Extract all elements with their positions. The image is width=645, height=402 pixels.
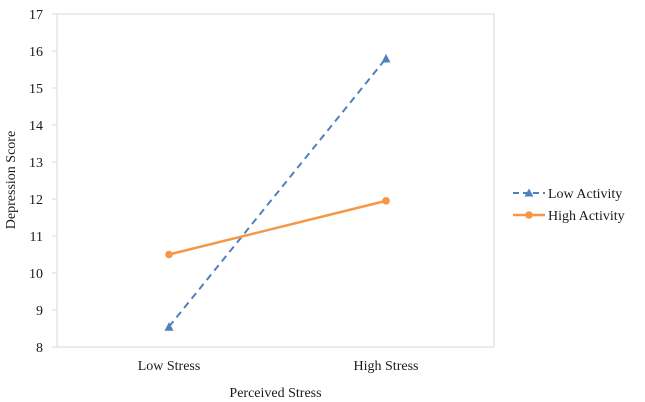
legend-label-low-activity: Low Activity: [548, 187, 622, 202]
series-layer: [164, 53, 391, 331]
x-axis-title: Perceived Stress: [229, 386, 321, 401]
legend-item-low-activity: Low Activity: [513, 187, 622, 202]
y-tick-label: 13: [29, 156, 43, 171]
y-tick-label: 17: [29, 8, 43, 23]
x-axis-ticks: Low Stress High Stress: [138, 359, 419, 374]
legend-marker-high-activity: [525, 211, 533, 219]
y-tick-label: 9: [36, 304, 43, 319]
y-tick-label: 14: [29, 119, 43, 134]
y-tick-label: 11: [30, 230, 43, 245]
legend-item-high-activity: High Activity: [513, 209, 625, 224]
legend-marker-low-activity: [524, 188, 534, 197]
y-tick-label: 12: [29, 193, 43, 208]
y-tick-label: 15: [29, 82, 43, 97]
series-line-low-activity: [168, 57, 387, 328]
data-point-high-activity: [165, 250, 173, 259]
data-point-low-activity: [164, 322, 174, 331]
y-tick-label: 10: [29, 267, 43, 282]
series-line-high-activity: [168, 199, 387, 256]
x-tick-label: Low Stress: [138, 359, 201, 374]
y-tick-label: 8: [36, 341, 43, 356]
y-axis-ticks: 8 9 10 11 12 13 14 15 16 17: [29, 8, 57, 356]
legend: Low Activity High Activity: [513, 187, 625, 224]
data-point-high-activity: [382, 197, 390, 205]
y-axis-title: Depression Score: [4, 131, 19, 229]
x-tick-label: High Stress: [354, 359, 419, 374]
data-point-low-activity: [381, 53, 391, 63]
plot-area: [56, 13, 495, 348]
legend-label-high-activity: High Activity: [548, 209, 625, 224]
y-tick-label: 16: [29, 45, 43, 60]
